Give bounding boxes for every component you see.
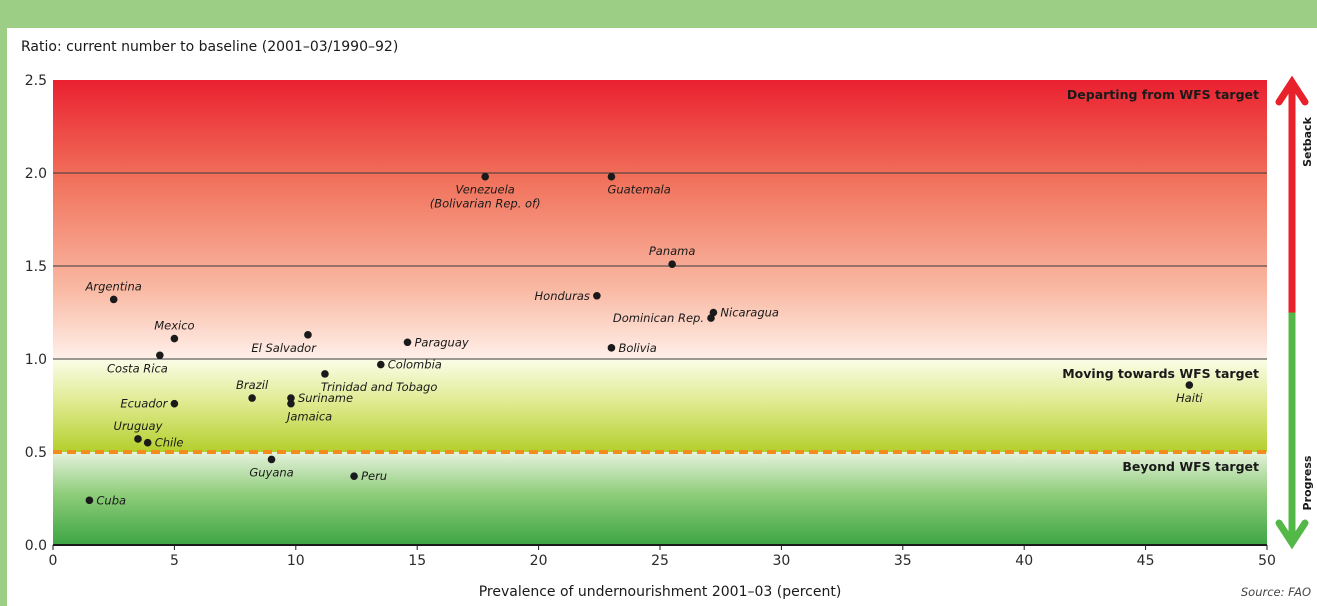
data-point [1185, 381, 1194, 389]
data-point-label: Costa Rica [107, 361, 168, 375]
data-point-label: Chile [155, 436, 184, 450]
data-point-label: Haiti [1176, 391, 1203, 405]
y-tick-label: 2.5 [25, 73, 47, 89]
data-point [376, 360, 385, 369]
y-tick-label: 1.0 [25, 352, 47, 368]
data-point-label: Cuba [96, 493, 126, 507]
data-point-label: Peru [361, 469, 387, 483]
y-tick-label: 0.0 [25, 538, 47, 554]
data-point [109, 295, 118, 304]
data-point-label: Guatemala [607, 183, 670, 197]
zone-moving-towards-label: Moving towards WFS target [1062, 366, 1259, 381]
x-tick-label: 10 [287, 553, 305, 569]
data-point [287, 399, 295, 408]
data-point-label: Ecuador [120, 397, 168, 411]
zone-moving-towards-band [53, 359, 1267, 452]
data-point [350, 472, 358, 480]
y-tick-label: 2.0 [25, 166, 47, 182]
x-tick-label: 45 [1137, 553, 1155, 569]
left-frame-bar [0, 28, 7, 606]
zone-departing-label: Departing from WFS target [1067, 87, 1259, 102]
y-axis-title: Ratio: current number to baseline (2001–… [21, 39, 399, 55]
data-point-label: Panama [649, 244, 696, 258]
data-point-label: Brazil [236, 378, 269, 392]
data-point-label: Honduras [535, 289, 590, 303]
data-point-label: El Salvador [251, 341, 317, 355]
data-point [156, 351, 164, 360]
data-point-label: Bolivia [618, 341, 656, 355]
data-point-label: Venezuela [456, 183, 515, 197]
progress-label: Progress [1301, 455, 1314, 510]
zone-departing-band [53, 80, 1267, 359]
x-tick-label: 5 [170, 553, 179, 569]
x-axis-title: Prevalence of undernourishment 2001–03 (… [479, 584, 842, 600]
data-point-label: Argentina [85, 279, 142, 293]
y-tick-label: 1.5 [25, 259, 47, 275]
data-point [134, 435, 142, 443]
data-point-label: Trinidad and Tobago [321, 380, 437, 394]
x-tick-label: 25 [651, 553, 669, 569]
top-frame-bar [0, 0, 1317, 28]
data-point [321, 370, 329, 378]
data-point-label: Jamaica [285, 410, 332, 424]
x-tick-label: 20 [530, 553, 548, 569]
data-point-label: (Bolivarian Rep. of) [430, 197, 541, 211]
x-tick-label: 30 [772, 553, 790, 569]
data-point [248, 394, 256, 402]
zone-beyond-band [53, 452, 1267, 545]
data-point-label: Mexico [154, 319, 194, 333]
data-point [170, 399, 179, 408]
data-point [287, 394, 295, 402]
data-point-label: Colombia [388, 358, 442, 372]
data-point-label: Suriname [298, 391, 353, 405]
data-point [403, 338, 412, 347]
x-tick-label: 0 [49, 553, 58, 569]
arrow-up-head [1275, 75, 1309, 106]
data-point [304, 331, 312, 339]
source-note: Source: FAO [1241, 585, 1311, 599]
arrow-down-head [1275, 519, 1309, 550]
data-point [607, 172, 616, 181]
data-point [593, 291, 601, 300]
data-point-label: Uruguay [114, 419, 163, 433]
data-point [668, 260, 676, 268]
data-point-label: Paraguay [414, 335, 468, 349]
data-point [707, 314, 715, 322]
x-tick-label: 35 [894, 553, 912, 569]
data-point-label: Nicaragua [720, 306, 779, 320]
x-tick-label: 40 [1015, 553, 1033, 569]
data-point [607, 344, 616, 352]
data-point-label: Dominican Rep. [613, 311, 704, 325]
data-point [267, 455, 276, 464]
data-point [170, 334, 179, 343]
x-tick-label: 50 [1258, 553, 1276, 569]
data-point [143, 438, 152, 447]
arrow-shaft [1288, 86, 1296, 539]
zone-beyond-label: Beyond WFS target [1122, 459, 1259, 474]
setback-label: Setback [1301, 116, 1314, 166]
y-tick-label: 0.5 [25, 445, 47, 461]
data-point [85, 496, 94, 505]
data-point [481, 172, 489, 181]
x-tick-label: 15 [408, 553, 426, 569]
data-point-label: Guyana [249, 465, 293, 479]
